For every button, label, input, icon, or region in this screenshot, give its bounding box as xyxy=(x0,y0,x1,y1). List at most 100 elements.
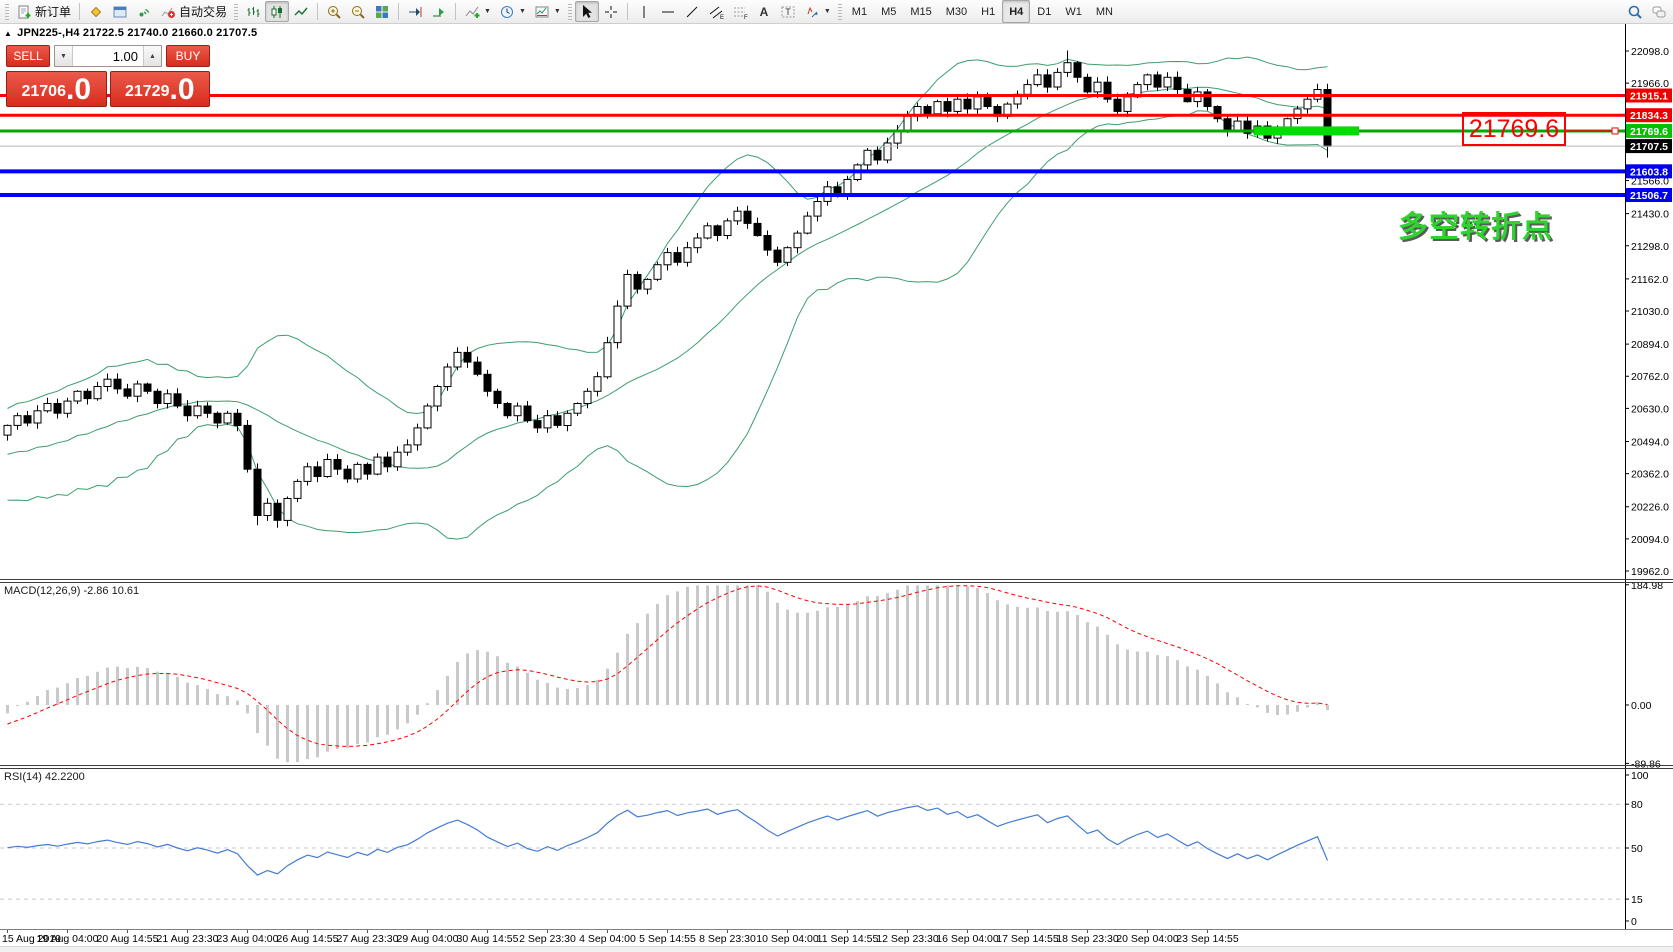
buy-price-button[interactable]: 21729.0 xyxy=(109,71,210,107)
price-level-tag xyxy=(1626,164,1672,179)
candle-body xyxy=(1213,106,1222,120)
timeframe-m30[interactable]: M30 xyxy=(945,5,968,18)
line-chart-button[interactable] xyxy=(289,1,313,22)
chart-shift-button[interactable] xyxy=(403,1,427,22)
sell-price-button[interactable]: 21706.0 xyxy=(6,71,107,107)
chat-button[interactable] xyxy=(1647,1,1671,22)
current-price-tag xyxy=(1626,139,1672,154)
price-level-tag xyxy=(1626,108,1672,123)
candle-body xyxy=(743,210,752,224)
autotrading-button[interactable]: 自动交易 xyxy=(156,1,231,22)
timeframe-m5[interactable]: M5 xyxy=(881,5,897,18)
candle-body xyxy=(523,405,532,422)
fibonacci-tool-button[interactable]: F xyxy=(728,1,752,22)
arrows-tool-button[interactable]: ▼ xyxy=(800,1,835,22)
time-axis-label: 18 Sep 23:30 xyxy=(1056,933,1119,945)
candle-body xyxy=(153,390,162,404)
candle-body xyxy=(1233,120,1242,132)
green-zone-segment[interactable] xyxy=(1254,126,1359,136)
candle-body xyxy=(113,378,122,390)
profiles-button[interactable] xyxy=(84,1,108,22)
templates-button[interactable]: ▼ xyxy=(530,1,565,22)
separator-main-macd-handle[interactable] xyxy=(0,578,1673,584)
volume-input[interactable]: 1.00 xyxy=(112,49,138,64)
vertical-line-tool-button[interactable] xyxy=(632,1,656,22)
candle-body xyxy=(1063,62,1072,73)
candle-body xyxy=(303,466,312,482)
time-axis-label: 5 Sep 14:55 xyxy=(639,933,696,945)
sell-button[interactable]: SELL xyxy=(6,45,50,67)
candle-body xyxy=(323,459,332,477)
candle-body xyxy=(693,237,702,249)
channel-tool-button[interactable]: E xyxy=(704,1,728,22)
buy-button[interactable]: BUY xyxy=(166,45,210,67)
timeframe-w1[interactable]: W1 xyxy=(1065,5,1082,18)
volume-decrease-button[interactable]: ▼ xyxy=(55,46,73,66)
candlestick-chart-button[interactable] xyxy=(265,1,290,22)
zoom-in-button[interactable] xyxy=(322,1,346,22)
cursor-tool-button[interactable] xyxy=(574,1,599,22)
price-axis-label: 20894.0 xyxy=(1631,339,1669,351)
candle-body xyxy=(33,410,42,424)
toolbar-grip xyxy=(5,3,9,20)
chart-shift-icon xyxy=(409,6,422,17)
terminal-button[interactable] xyxy=(108,1,132,22)
timeframe-d1[interactable]: D1 xyxy=(1037,5,1052,18)
buy-price-pips: .0 xyxy=(169,73,195,106)
trendline-tool-button[interactable] xyxy=(680,1,704,22)
candle-body xyxy=(263,502,272,516)
signal-icon xyxy=(139,8,150,16)
status-bar-edge xyxy=(0,946,1673,952)
candle-body xyxy=(793,232,802,249)
auto-scroll-button[interactable] xyxy=(427,1,451,22)
periods-clock-icon xyxy=(500,5,513,18)
timeframe-m1[interactable]: M1 xyxy=(851,5,868,18)
candle-body xyxy=(333,459,342,470)
dropdown-caret-icon: ▼ xyxy=(823,8,831,15)
volume-increase-button[interactable]: ▲ xyxy=(143,46,161,66)
candle-body xyxy=(513,405,522,417)
toolbar-separator xyxy=(398,3,400,20)
search-button[interactable] xyxy=(1623,1,1647,22)
signals-button[interactable] xyxy=(132,1,156,22)
horizontal-line-tool-button[interactable] xyxy=(656,1,680,22)
time-axis-label: 23 Aug 04:00 xyxy=(217,933,279,945)
macd-axis-label: -89.86 xyxy=(1631,758,1661,770)
timeframe-mn[interactable]: MN xyxy=(1095,5,1113,18)
svg-text:F: F xyxy=(744,15,748,20)
candle-body xyxy=(63,400,72,414)
candle-body xyxy=(413,427,422,446)
candle-body xyxy=(403,444,412,453)
chart-title: ▲ JPN225-,H4 21722.5 21740.0 21660.0 217… xyxy=(4,27,257,39)
price-axis-label: 20762.0 xyxy=(1631,371,1669,383)
candle-body xyxy=(1043,74,1052,88)
bar-chart-button[interactable] xyxy=(241,1,265,22)
candle-body xyxy=(783,247,792,263)
rsi-axis-label: 80 xyxy=(1631,799,1643,811)
time-axis-label: 19 Aug 04:00 xyxy=(37,933,99,945)
price-axis-label: 22098.0 xyxy=(1631,46,1669,58)
candle-body xyxy=(453,351,462,368)
candle-body xyxy=(233,412,242,426)
tile-windows-button[interactable] xyxy=(370,1,394,22)
price-axis-label: 21430.0 xyxy=(1631,209,1669,221)
timeframe-h1[interactable]: H1 xyxy=(981,5,996,18)
crosshair-tool-button[interactable] xyxy=(599,1,623,22)
text-tool-button[interactable]: A xyxy=(752,1,776,22)
toolbar-grip xyxy=(234,3,239,20)
new-order-button[interactable]: 新订单 xyxy=(12,1,75,22)
volume-stepper: ▼ 1.00 ▲ xyxy=(54,45,162,67)
timeframe-h4[interactable]: H4 xyxy=(1002,0,1031,23)
candle-body xyxy=(813,201,822,217)
timeframe-m15[interactable]: M15 xyxy=(910,5,932,18)
fibonacci-icon: F xyxy=(733,7,748,20)
separator-macd-rsi-handle[interactable] xyxy=(0,764,1673,770)
main-chart-layer xyxy=(3,50,1332,540)
search-icon xyxy=(1628,5,1642,19)
label-tool-button[interactable]: T xyxy=(776,1,800,22)
candle-body xyxy=(483,373,492,392)
indicators-button[interactable]: ▼ xyxy=(460,1,495,22)
periods-button[interactable]: ▼ xyxy=(495,1,530,22)
zoom-out-button[interactable] xyxy=(346,1,370,22)
